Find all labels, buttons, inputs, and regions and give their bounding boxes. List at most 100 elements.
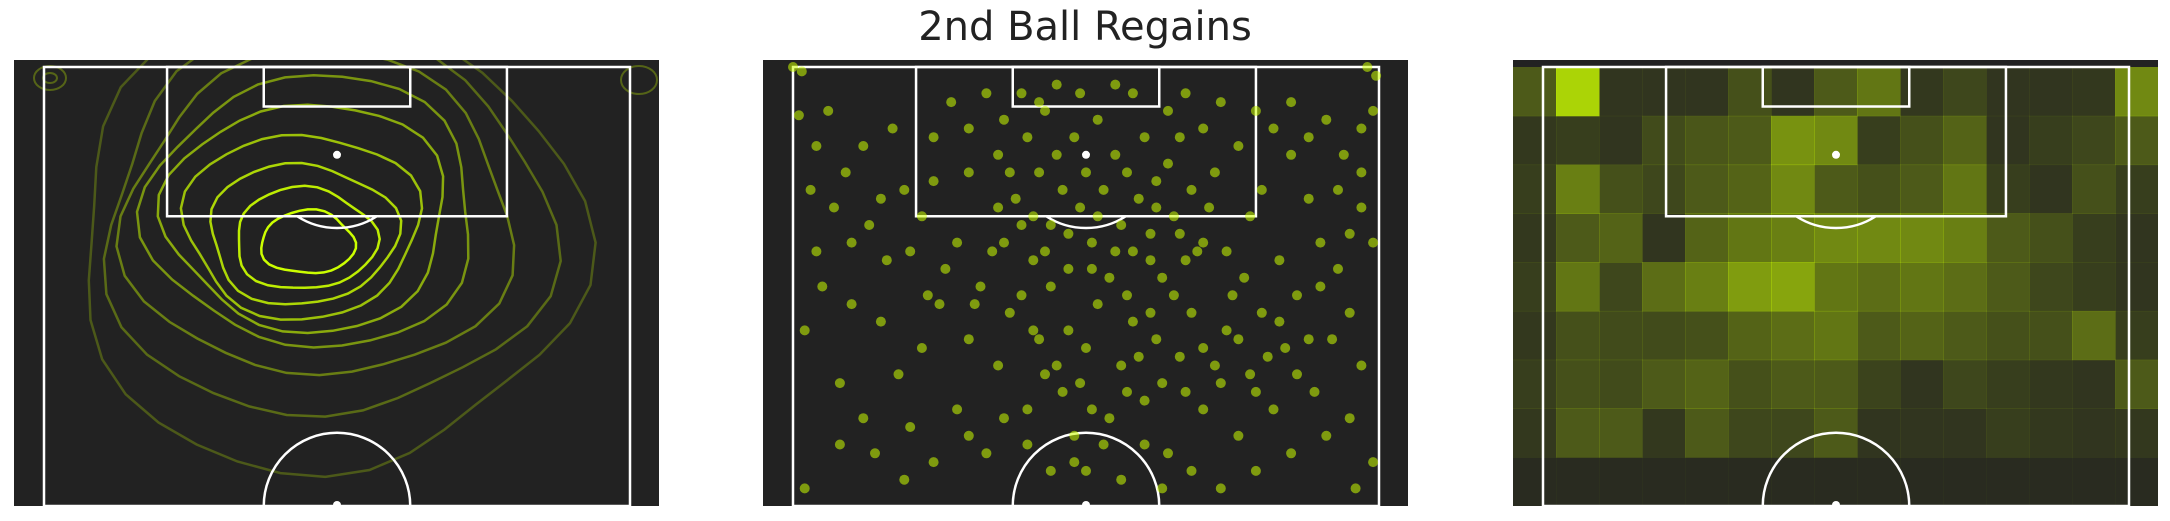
heatmap-cell: [1857, 457, 1901, 506]
penalty-spot: [1082, 150, 1090, 159]
contour-level: [115, 60, 516, 377]
contour-chart: [14, 60, 659, 506]
scatter-point: [1315, 237, 1326, 248]
scatter-point: [1022, 439, 1033, 450]
scatter-point: [1168, 290, 1179, 301]
scatter-point: [1104, 272, 1115, 283]
heatmap-cell: [1599, 213, 1643, 263]
scatter-point: [1028, 255, 1039, 266]
scatter-point: [999, 237, 1009, 248]
heatmap-cell: [1513, 262, 1557, 312]
pitch-lines: [791, 65, 1381, 506]
scatter-point: [1110, 246, 1121, 257]
heatmap-cell: [1642, 408, 1686, 458]
heatmap-cell: [2072, 115, 2116, 166]
contour-level: [237, 184, 381, 289]
centre-spot: [1832, 501, 1840, 506]
scatter-point: [1110, 79, 1121, 90]
heatmap-cell: [1943, 262, 1987, 312]
centre-circle: [262, 431, 412, 506]
heatmap-cell: [1642, 67, 1686, 117]
heatmap-cell: [1986, 310, 2030, 361]
heatmap-cell: [1685, 115, 1729, 166]
scatter-point: [1057, 184, 1068, 195]
scatter-point: [1122, 386, 1132, 397]
scatter-point: [1292, 369, 1302, 380]
heatmap-cell: [1943, 115, 1987, 166]
scatter-points: [788, 62, 1382, 494]
pitch-background: [763, 60, 1408, 506]
scatter-point: [1122, 167, 1132, 178]
scatter-point: [1315, 281, 1326, 292]
heatmap-cell: [1814, 164, 1858, 214]
scatter-point: [875, 193, 886, 204]
scatter-point: [1274, 255, 1285, 266]
heatmap-cell: [1728, 408, 1772, 458]
scatter-point: [858, 413, 869, 424]
scatter-point: [1163, 158, 1173, 169]
heatmap-cell: [2029, 457, 2073, 506]
scatter-point: [1309, 386, 1320, 397]
heatmap-cell: [1857, 310, 1901, 361]
heatmap-cell: [2072, 164, 2116, 214]
scatter-point: [846, 237, 857, 248]
scatter-point: [1350, 483, 1361, 494]
heatmap-cell: [1642, 310, 1686, 361]
scatter-point: [1063, 263, 1074, 274]
scatter-point: [1157, 483, 1168, 494]
scatter-point: [881, 255, 892, 266]
contour-level: [260, 208, 358, 275]
heatmap-cell: [1900, 67, 1944, 117]
heatmap-cell: [1857, 67, 1901, 117]
scatter-point: [1303, 334, 1314, 345]
heatmap-cell: [1900, 213, 1944, 263]
heatmap-cell: [1814, 310, 1858, 361]
scatter-point: [1286, 448, 1297, 459]
scatter-point: [1151, 176, 1162, 187]
scatter-point: [1098, 184, 1109, 195]
scatter-point: [934, 299, 945, 310]
penalty-arc: [1795, 215, 1877, 230]
scatter-point: [1344, 307, 1355, 318]
scatter-point: [946, 97, 957, 108]
scatter-point: [963, 430, 974, 441]
scatter-point: [1098, 439, 1109, 450]
scatter-point: [1286, 97, 1297, 108]
heatmap-cells: [1513, 67, 2158, 506]
heatmap-cell: [1771, 67, 1815, 117]
heatmap-cell: [2115, 262, 2158, 312]
scatter-point: [1034, 97, 1045, 108]
heatmap-cell: [1642, 262, 1686, 312]
heatmap-cell: [1943, 310, 1987, 361]
scatter-point: [1262, 351, 1273, 362]
heatmap-cell: [2115, 408, 2158, 458]
heatmap-cell: [1900, 310, 1944, 361]
heatmap-cell: [1556, 164, 1600, 214]
heatmap-cell: [2072, 310, 2116, 361]
heatmap-cell: [1771, 213, 1815, 263]
scatter-point: [817, 281, 828, 292]
scatter-point: [1198, 343, 1209, 353]
scatter-point: [1268, 404, 1279, 415]
scatter-point: [1069, 430, 1080, 441]
heatmap-cell: [2072, 262, 2116, 312]
heatmap-cell: [1857, 213, 1901, 263]
scatter-point: [1356, 202, 1367, 213]
heatmap-cell: [2029, 164, 2073, 214]
scatter-point: [1233, 334, 1244, 345]
scatter-point: [1016, 88, 1027, 99]
contour-level: [209, 161, 403, 306]
scatter-point: [1180, 255, 1191, 266]
scatter-point: [916, 211, 927, 222]
scatter-point: [1069, 457, 1080, 468]
heatmap-cell: [2029, 115, 2073, 166]
scatter-point: [1045, 281, 1056, 292]
scatter-point: [1356, 360, 1367, 371]
scatter-point: [796, 66, 807, 77]
heatmap-cell: [1986, 457, 2030, 506]
scatter-point: [1151, 334, 1162, 345]
heatmap-cell: [2072, 67, 2116, 117]
scatter-point: [1209, 167, 1220, 178]
centre-spot: [1082, 501, 1090, 506]
scatter-point: [999, 413, 1009, 424]
